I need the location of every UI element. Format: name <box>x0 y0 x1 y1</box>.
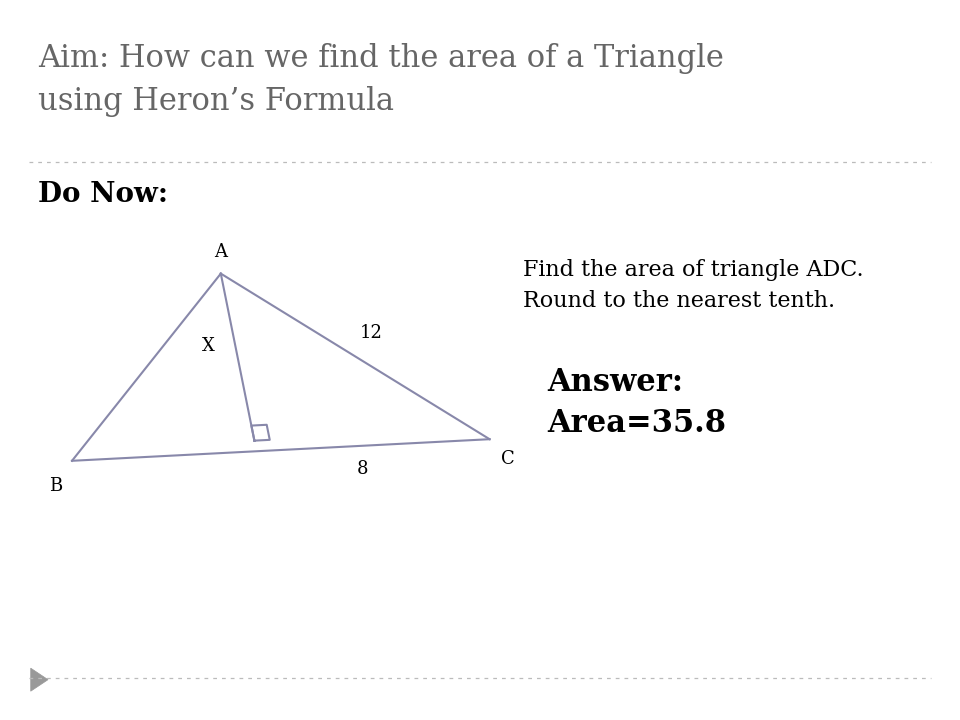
Text: 12: 12 <box>360 324 383 342</box>
Text: X: X <box>203 337 215 355</box>
Polygon shape <box>31 668 48 691</box>
Text: 8: 8 <box>357 460 368 478</box>
Text: Find the area of triangle ADC.
Round to the nearest tenth.: Find the area of triangle ADC. Round to … <box>523 259 864 312</box>
Text: A: A <box>214 243 228 261</box>
Text: using Heron’s Formula: using Heron’s Formula <box>38 86 395 117</box>
Text: Answer:
Area=35.8: Answer: Area=35.8 <box>547 367 726 438</box>
Text: Do Now:: Do Now: <box>38 181 168 209</box>
Text: C: C <box>501 450 515 468</box>
Text: B: B <box>49 477 62 495</box>
Text: Aim: How can we find the area of a Triangle: Aim: How can we find the area of a Trian… <box>38 43 724 74</box>
